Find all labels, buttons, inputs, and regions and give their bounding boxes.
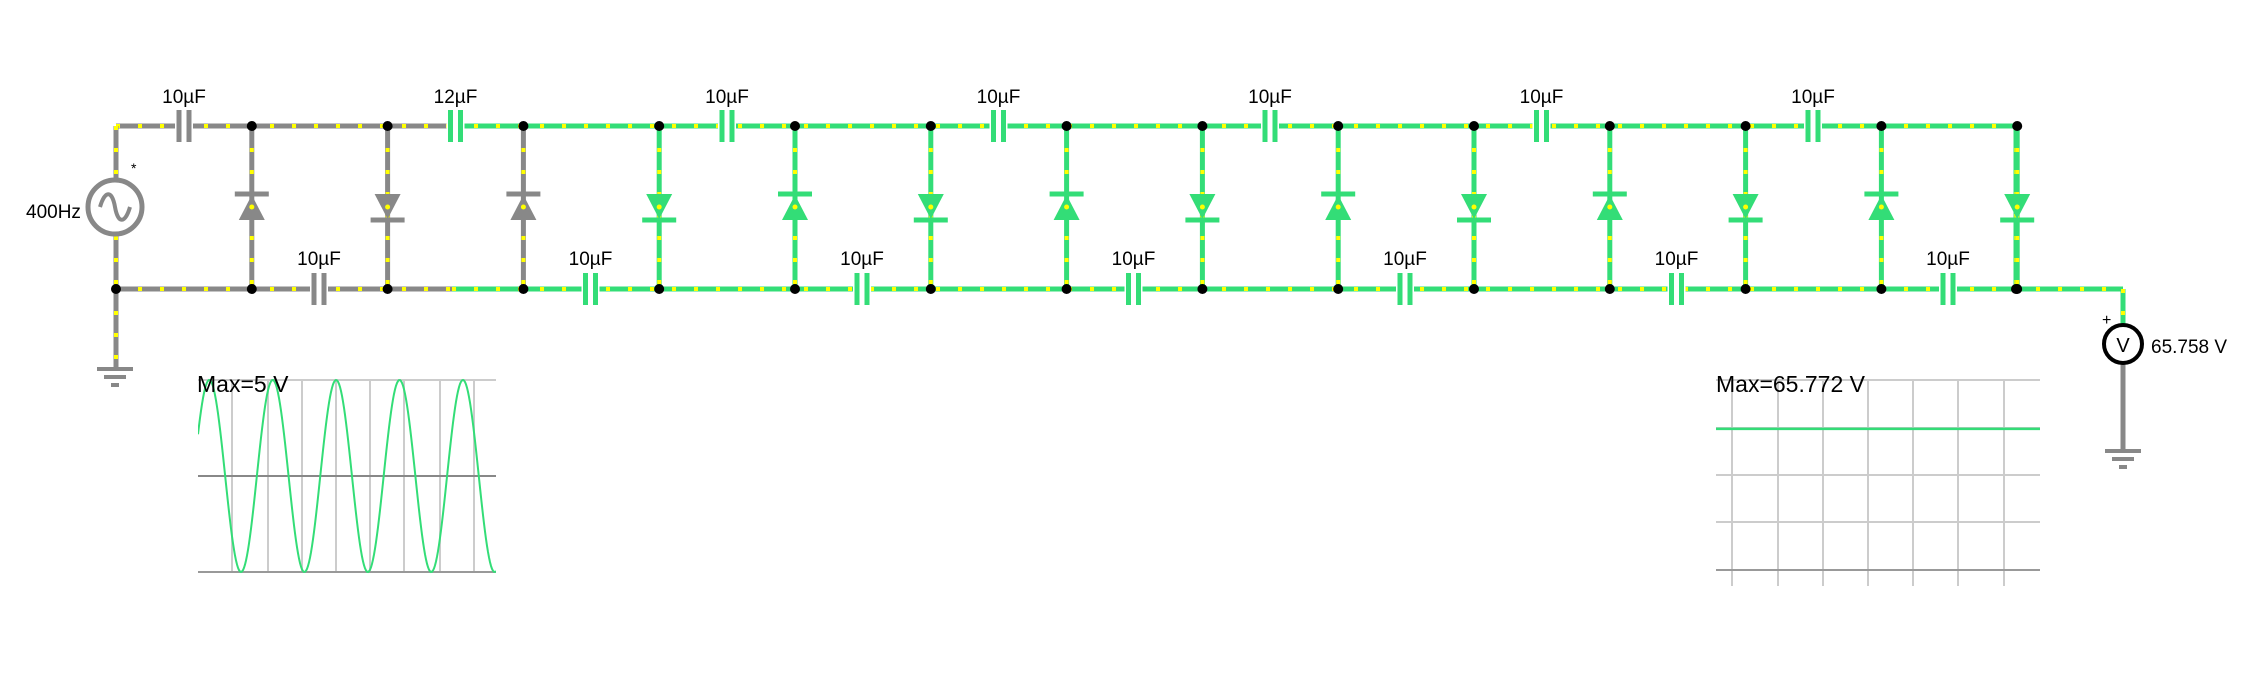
diode-icon[interactable] (642, 194, 677, 223)
junction-node (2011, 284, 2021, 294)
capacitor-value-label: 10µF (1520, 87, 1564, 108)
capacitor-value-label: 10µF (840, 249, 884, 270)
capacitor-icon[interactable]: 10µF (977, 87, 1021, 142)
diode-icon[interactable] (1457, 194, 1491, 223)
capacitor-icon[interactable]: 10µF (1926, 249, 1970, 305)
source-marker: * (131, 160, 137, 176)
capacitor-value-label: 10µF (162, 87, 206, 108)
ground-icon (97, 367, 133, 387)
junction-node (246, 121, 257, 131)
components: 10µF 12µF 10µF 10µF 10µF 10µF 10µF 10µF 10µF 10µF… (162, 87, 2035, 305)
junction-node (790, 284, 800, 294)
diode-icon[interactable] (234, 191, 269, 220)
diode-icon[interactable] (913, 194, 948, 223)
junction-node (1197, 121, 1208, 131)
junction-node (111, 284, 121, 294)
capacitor-value-label: 10µF (1791, 87, 1835, 108)
junction-node (382, 121, 393, 131)
capacitor-value-label: 10µF (705, 87, 749, 108)
capacitor-value-label: 10µF (1248, 87, 1292, 108)
junction-node (1740, 284, 1751, 294)
capacitor-icon[interactable]: 10µF (1248, 87, 1292, 142)
diode-icon[interactable] (1321, 191, 1356, 220)
scope-right[interactable]: Max=65.772 V (1716, 371, 2040, 586)
junction-node (1061, 121, 1072, 131)
junction-node (518, 121, 529, 131)
junction-node (925, 121, 936, 131)
capacitor-icon[interactable]: 10µF (1520, 87, 1564, 142)
scope-left-label: Max=5 V (197, 371, 289, 397)
ac-source-icon[interactable] (85, 177, 145, 237)
diode-icon[interactable] (778, 191, 812, 220)
capacitor-icon[interactable]: 12µF (434, 87, 478, 142)
capacitor-icon[interactable]: 10µF (1791, 87, 1835, 142)
junction-node (382, 284, 393, 294)
diode-icon[interactable] (370, 194, 405, 223)
voltmeter-icon[interactable]: V (2102, 323, 2144, 365)
source-frequency-label: 400Hz (26, 202, 81, 223)
capacitor-value-label: 10µF (1655, 249, 1699, 270)
diode-icon[interactable] (506, 191, 541, 220)
scope-left-trace (198, 378, 496, 574)
scope-right-label: Max=65.772 V (1716, 371, 1866, 397)
junction-node (654, 121, 665, 131)
capacitor-icon[interactable]: 10µF (1112, 249, 1156, 305)
voltmeter-symbol: V (2116, 335, 2130, 357)
junction-node (1197, 284, 1208, 294)
junction-node (1469, 284, 1479, 294)
junction-node (1876, 121, 1887, 131)
capacitor-value-label: 12µF (434, 87, 478, 108)
capacitor-value-label: 10µF (977, 87, 1021, 108)
junction-node (1876, 284, 1887, 294)
junction-nodes (111, 121, 2023, 294)
junction-node (790, 121, 800, 131)
junction-node (2012, 121, 2023, 131)
capacitor-value-label: 10µF (1383, 249, 1427, 270)
diode-icon[interactable] (2000, 194, 2035, 223)
diode-icon[interactable] (1185, 194, 1220, 223)
diode-icon[interactable] (1592, 191, 1627, 220)
wires (113, 123, 2126, 451)
diode-icon[interactable] (1049, 191, 1084, 220)
junction-node (1740, 121, 1751, 131)
diode-icon[interactable] (1864, 191, 1899, 220)
capacitor-value-label: 10µF (297, 249, 341, 270)
junction-node (1333, 121, 1344, 131)
junction-node (1469, 121, 1479, 131)
junction-node (246, 284, 257, 294)
junction-node (925, 284, 936, 294)
capacitor-icon[interactable]: 10µF (705, 87, 749, 142)
scope-left[interactable]: Max=5 V (197, 371, 496, 574)
junction-node (654, 284, 665, 294)
capacitor-value-label: 10µF (569, 249, 613, 270)
ground-icon (2105, 449, 2141, 469)
scope-left-grid (198, 379, 496, 573)
capacitor-value-label: 10µF (1112, 249, 1156, 270)
voltmeter-reading: 65.758 V (2151, 337, 2227, 358)
capacitor-value-label: 10µF (1926, 249, 1970, 270)
capacitor-icon[interactable]: 10µF (1655, 249, 1699, 305)
capacitor-icon[interactable]: 10µF (1383, 249, 1427, 305)
junction-node (518, 284, 529, 294)
diode-icon[interactable] (1728, 194, 1763, 223)
capacitor-icon[interactable]: 10µF (569, 249, 613, 305)
junction-node (1604, 284, 1615, 294)
scope-right-grid (1716, 379, 2040, 586)
voltmeter-plus-sign: + (2102, 312, 2111, 329)
capacitor-icon[interactable]: 10µF (840, 249, 884, 305)
junction-node (1333, 284, 1344, 294)
junction-node (1604, 121, 1615, 131)
capacitor-icon[interactable]: 10µF (162, 87, 206, 142)
junction-node (1061, 284, 1072, 294)
capacitor-icon[interactable]: 10µF (297, 249, 341, 305)
